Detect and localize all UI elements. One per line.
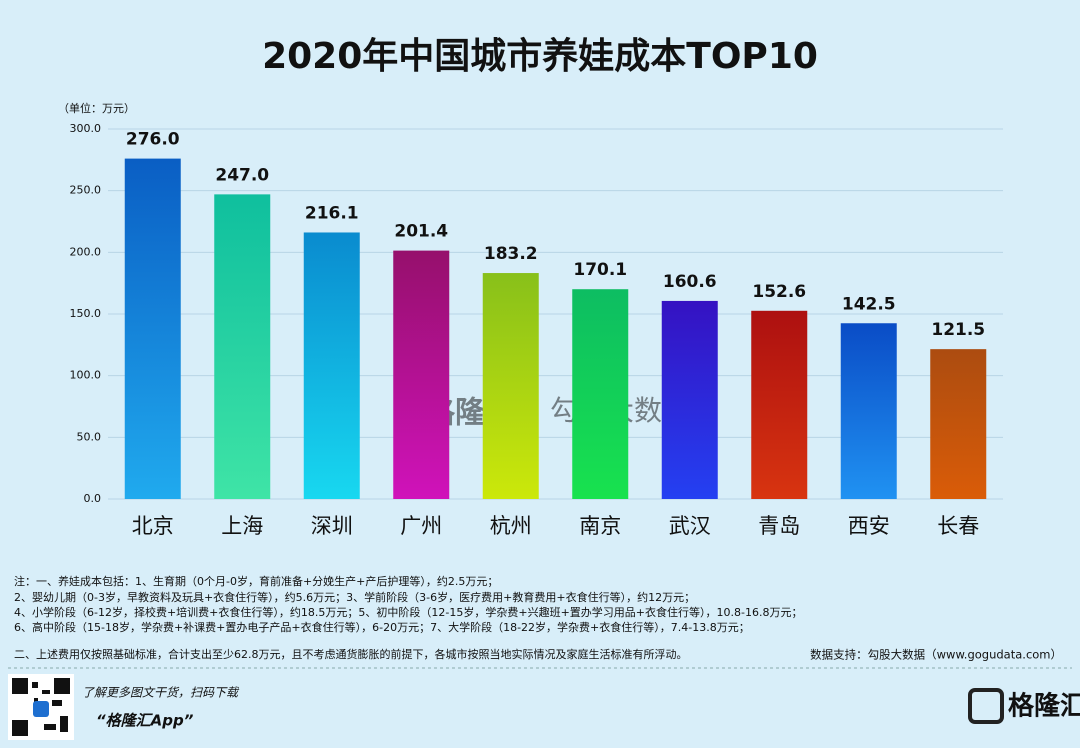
bar [572, 289, 629, 499]
bar [124, 158, 181, 499]
y-tick-label: 250.0 [70, 184, 102, 197]
y-tick-label: 300.0 [70, 122, 102, 135]
x-tick-label: 西安 [848, 514, 890, 538]
logo: 格隆汇 [1008, 691, 1080, 722]
x-tick-label: 深圳 [311, 514, 353, 538]
bar [482, 273, 539, 499]
value-label: 216.1 [305, 203, 359, 223]
note-line: 6、高中阶段（15-18岁，学杂费+补课费+置办电子产品+衣食住行等），6-20… [14, 620, 750, 634]
note-line: 2、婴幼儿期（0-3岁，早教资料及玩具+衣食住行等），约5.6万元；3、学前阶段… [14, 590, 695, 604]
y-tick-label: 0.0 [84, 492, 102, 505]
bar [393, 250, 450, 499]
value-label: 276.0 [126, 130, 180, 150]
y-axis-label: （单位：万元） [58, 101, 135, 115]
value-label: 160.6 [663, 272, 717, 292]
qr-code [8, 674, 74, 740]
y-tick-label: 150.0 [70, 307, 102, 320]
note-line: 注：一、养娃成本包括：1、生育期（0个月-0岁，育前准备+分娩生产+产后护理等）… [14, 574, 498, 588]
y-tick-label: 50.0 [77, 430, 102, 443]
x-tick-label: 南京 [579, 514, 621, 538]
x-tick-label: 长春 [937, 514, 979, 538]
chart-title: 2020年中国城市养娃成本TOP10 [262, 35, 818, 77]
footer-app: “格隆汇App” [96, 712, 194, 730]
value-label: 142.5 [842, 294, 896, 314]
note-line: 4、小学阶段（6-12岁，择校费+培训费+衣食住行等），约18.5万元；5、初中… [14, 605, 802, 619]
x-tick-label: 北京 [132, 514, 174, 538]
footer-prompt: 了解更多图文干货，扫码下载 [82, 686, 240, 700]
x-tick-label: 上海 [221, 514, 263, 538]
x-tick-label: 青岛 [758, 514, 800, 538]
bar [840, 323, 897, 499]
value-label: 247.0 [215, 165, 269, 185]
x-tick-label: 武汉 [669, 514, 711, 538]
value-label: 201.4 [394, 222, 448, 242]
value-label: 183.2 [484, 244, 538, 264]
x-tick-label: 广州 [400, 514, 442, 538]
value-label: 170.1 [573, 260, 627, 280]
bar [303, 232, 360, 499]
note-line: 二、上述费用仅按照基础标准，合计支出至少62.8万元，且不考虑通货膨胀的前提下，… [14, 647, 688, 661]
bar [930, 349, 987, 499]
value-label: 121.5 [931, 320, 985, 340]
bar [661, 300, 718, 499]
y-tick-label: 100.0 [70, 369, 102, 382]
notes: 注：一、养娃成本包括：1、生育期（0个月-0岁，育前准备+分娩生产+产后护理等）… [14, 574, 802, 661]
bar [751, 310, 808, 499]
value-label: 152.6 [752, 282, 806, 302]
y-tick-label: 200.0 [70, 245, 102, 258]
x-tick-label: 杭州 [490, 514, 532, 538]
source: 数据支持：勾股大数据（www.gogudata.com） [810, 648, 1062, 662]
logo-icon [968, 688, 1004, 724]
bar [214, 194, 271, 499]
